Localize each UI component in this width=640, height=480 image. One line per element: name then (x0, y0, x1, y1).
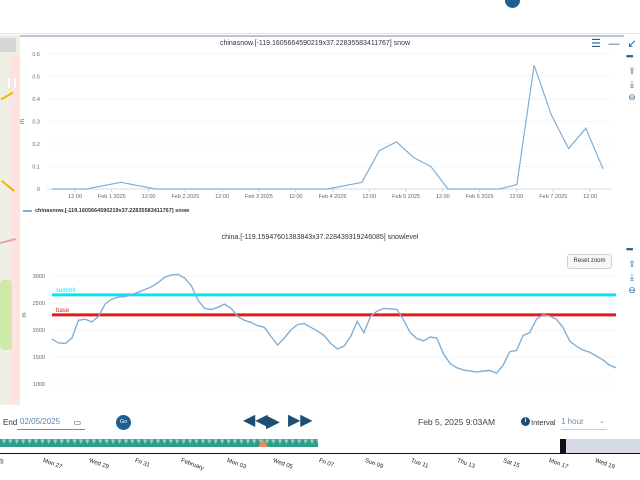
zoom-out-icon[interactable]: ⊖ (628, 92, 636, 102)
legend-swatch (23, 209, 32, 212)
timeline-current-marker[interactable] (258, 439, 268, 447)
list-icon[interactable]: ☰ (591, 38, 601, 50)
timeline-date-label: Wed 19 (593, 458, 616, 471)
info-icon[interactable]: i (521, 417, 530, 426)
y-tick-label: 2000 (33, 328, 45, 334)
timeline[interactable]: ▼▼▼▼▼▼▼▼▼▼▼▼▼▼▼▼▼▼▼▼▼▼▼▼▼▼▼▼▼▼▼▼▼▼▼▼▼▼▼▼… (0, 439, 640, 480)
chart2-toolbar: ⇪ ⤓ ⊖ (626, 258, 638, 297)
x-tick-label: Feb 2 2025 (171, 194, 199, 200)
current-time: Feb 5, 2025 9:03AM (418, 417, 496, 427)
share-icon[interactable]: ⇪ (628, 66, 636, 76)
timeline-date-label: Sat 15 (501, 458, 521, 470)
timeline-date-label: Wed 05 (271, 458, 294, 471)
y-tick-label: 1500 (33, 355, 45, 361)
end-date-input[interactable]: 02/05/2025 ▭ (17, 414, 85, 430)
timeline-date-label: 25 (0, 458, 5, 466)
snow-series-line (52, 65, 604, 190)
map-park-area (0, 280, 12, 350)
chart-panel (20, 35, 624, 405)
download-icon[interactable]: ⤓ (630, 79, 634, 89)
y-tick-label: 0.6 (32, 52, 40, 58)
y-tick-label: 0 (37, 187, 40, 193)
end-date-value: 02/05/2025 (20, 417, 61, 426)
chart1-title: chinasnow.[-119.1605664590219x37.2283558… (219, 40, 411, 47)
timeline-data-band: ▼▼▼▼▼▼▼▼▼▼▼▼▼▼▼▼▼▼▼▼▼▼▼▼▼▼▼▼▼▼▼▼▼▼▼▼▼▼▼▼… (0, 439, 318, 447)
x-tick-label: 12:00 (583, 194, 597, 200)
y-tick-label: 0.5 (32, 75, 40, 81)
go-button[interactable]: Go (116, 415, 131, 430)
timeline-date-label: Tue 11 (409, 458, 429, 470)
more-icon[interactable]: ••• (626, 51, 634, 61)
y-tick-label: 0.4 (32, 97, 40, 103)
x-tick-label: Feb 4 2025 (319, 194, 347, 200)
download-icon[interactable]: ⤓ (630, 272, 634, 282)
map-background[interactable] (0, 35, 20, 405)
x-tick-label: Feb 1 2025 (98, 194, 126, 200)
play-icon[interactable]: ▶ (266, 411, 280, 431)
snowlevel-series-line (51, 273, 617, 375)
timeline-date-label: Fri 31 (133, 458, 151, 469)
pause-icon (8, 78, 16, 88)
timeline-axis (0, 453, 640, 454)
y-axis-label: m (20, 119, 26, 124)
x-tick-label: 12:00 (510, 194, 524, 200)
calendar-icon[interactable]: ▭ (73, 418, 81, 427)
step-back-icon[interactable]: ◀◀ (243, 412, 268, 429)
step-forward-icon[interactable]: ▶▶ (288, 412, 313, 429)
interval-label: Interval (531, 418, 556, 427)
zoom-out-icon[interactable]: ⊖ (628, 285, 636, 295)
x-tick-label: 12:00 (142, 194, 156, 200)
timeline-date-label: Thu 13 (455, 458, 476, 471)
x-tick-label: 12:00 (436, 194, 450, 200)
reference-line-label: base (56, 308, 70, 314)
reference-line-label: summit (56, 288, 76, 294)
share-icon[interactable]: ⇪ (628, 259, 636, 269)
y-tick-label: 1000 (33, 382, 45, 388)
timeline-date-label: Sun 09 (363, 458, 384, 471)
x-tick-label: 12:00 (362, 194, 376, 200)
minimize-icon[interactable]: — (608, 38, 620, 50)
snowlevel-chart[interactable]: 1000 1500 2000 2500 3000 m summit base (0, 235, 640, 405)
y-tick-label: 2500 (33, 301, 45, 307)
timeline-date-label: Fri 07 (317, 458, 335, 469)
collapse-icon[interactable]: ↙ (627, 38, 637, 50)
y-axis-label: m (22, 313, 28, 318)
x-tick-label: 12:00 (68, 194, 82, 200)
chart1-toolbar: ⇪ ⤓ ⊖ (626, 65, 638, 104)
y-tick-label: 0.3 (32, 120, 40, 126)
timeline-date-label: Mon 17 (547, 458, 569, 471)
top-toolbar (0, 0, 640, 34)
timeline-date-label: Mon 03 (225, 458, 247, 471)
timeline-date-label: Wed 29 (87, 458, 110, 471)
timeline-range-handle[interactable] (560, 439, 566, 453)
timeline-date-label: Mon 27 (41, 458, 63, 471)
more-icon[interactable]: ••• (626, 244, 634, 254)
playback-controls: End 02/05/2025 ▭ Go ◀◀ ▶ ▶▶ Feb 5, 2025 … (0, 405, 640, 439)
y-tick-label: 3000 (33, 274, 45, 280)
timeline-future-range (566, 439, 640, 453)
legend-label: chinasnow.[-119.1605664590219x37.2283558… (35, 208, 190, 214)
snow-chart[interactable]: 0 0.1 0.2 0.3 0.4 0.5 0.6 m 12:00 Feb 1 2025 12:00… (0, 0, 640, 230)
x-tick-label: Feb 7 2025 (539, 194, 567, 200)
y-tick-label: 0.2 (32, 142, 40, 148)
pause-button[interactable] (0, 38, 16, 88)
map-region-overlay (10, 53, 20, 403)
timeline-date-label: February (179, 458, 205, 472)
x-tick-label: 12:00 (215, 194, 229, 200)
x-tick-label: Feb 5 2025 (392, 194, 420, 200)
reset-zoom-button[interactable]: Reset zoom (567, 254, 612, 269)
y-tick-label: 0.1 (32, 165, 40, 171)
interval-select[interactable]: 1 hour ⌄ (561, 416, 607, 430)
x-tick-label: 12:00 (289, 194, 303, 200)
x-tick-label: Feb 3 2025 (245, 194, 273, 200)
chevron-down-icon: ⌄ (599, 418, 605, 425)
user-avatar[interactable] (505, 0, 520, 8)
chart1-legend[interactable]: chinasnow.[-119.1605664590219x37.2283558… (23, 208, 189, 214)
end-label: End (3, 418, 18, 427)
chart2-title: china.[-119.15947601383843x37.2284393192… (221, 234, 419, 241)
interval-value: 1 hour (561, 417, 584, 426)
x-tick-label: Feb 6 2025 (466, 194, 494, 200)
